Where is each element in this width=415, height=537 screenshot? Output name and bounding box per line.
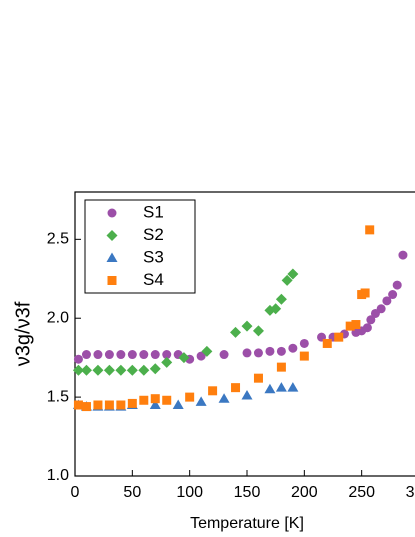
marker: [138, 364, 150, 376]
marker: [93, 350, 103, 360]
y-axis-label: ν3g/ν3f: [12, 301, 34, 366]
marker: [201, 345, 213, 357]
marker: [172, 399, 184, 409]
marker: [162, 395, 172, 405]
marker: [287, 268, 299, 280]
marker: [115, 364, 127, 376]
marker: [139, 350, 149, 360]
marker: [392, 280, 402, 290]
marker: [231, 383, 241, 393]
marker: [281, 274, 293, 286]
marker: [365, 225, 375, 235]
marker: [92, 364, 104, 376]
marker: [252, 325, 264, 337]
marker: [376, 304, 386, 314]
marker: [287, 382, 299, 392]
legend-box: [84, 199, 196, 294]
marker: [253, 348, 263, 358]
marker: [149, 399, 161, 409]
marker: [73, 400, 83, 410]
marker: [253, 373, 263, 383]
marker: [93, 400, 103, 410]
legend-label: S3: [143, 247, 164, 266]
x-tick-label: 150: [234, 484, 261, 501]
marker: [73, 354, 83, 364]
marker: [288, 343, 298, 353]
marker: [127, 350, 137, 360]
marker: [149, 363, 161, 375]
marker: [362, 323, 372, 333]
marker: [299, 338, 309, 348]
legend-marker: [107, 276, 117, 285]
marker: [382, 296, 392, 306]
marker: [299, 351, 309, 361]
marker: [103, 364, 115, 376]
marker: [322, 338, 332, 348]
marker: [276, 362, 286, 372]
marker: [150, 350, 160, 360]
x-axis-label: Temperature [K]: [190, 515, 304, 532]
marker: [161, 356, 173, 368]
marker: [195, 396, 207, 406]
marker: [241, 320, 253, 332]
marker: [80, 364, 92, 376]
legend-marker: [107, 208, 117, 218]
marker: [72, 364, 84, 376]
x-tick-label: 100: [176, 484, 203, 501]
x-tick-label: 300: [406, 484, 415, 501]
legend-label: S4: [143, 270, 164, 289]
marker: [270, 303, 282, 315]
marker: [127, 398, 137, 408]
x-tick-label: 250: [348, 484, 375, 501]
marker: [218, 393, 230, 403]
marker: [104, 350, 114, 360]
y-tick-label: 2.5: [47, 231, 69, 248]
marker: [241, 390, 253, 400]
marker: [265, 346, 275, 356]
marker: [276, 346, 286, 356]
marker: [150, 394, 160, 404]
marker: [275, 382, 287, 392]
marker: [275, 293, 287, 305]
marker: [139, 395, 149, 405]
marker: [366, 315, 376, 325]
marker: [345, 321, 355, 331]
marker: [116, 400, 126, 410]
marker: [81, 402, 91, 412]
marker: [230, 326, 242, 338]
marker: [219, 350, 229, 360]
legend-marker: [106, 252, 118, 262]
y-tick-label: 2.0: [47, 309, 69, 326]
legend-label: S2: [143, 225, 164, 244]
y-tick-label: 1.0: [47, 467, 69, 484]
x-tick-label: 50: [123, 484, 141, 501]
x-tick-label: 200: [291, 484, 318, 501]
marker: [185, 392, 195, 402]
marker: [351, 320, 361, 330]
marker: [126, 364, 138, 376]
marker: [388, 290, 398, 300]
marker: [196, 351, 206, 361]
marker: [162, 350, 172, 360]
legend-marker: [106, 230, 118, 241]
marker: [208, 386, 218, 396]
marker: [104, 400, 114, 410]
marker: [81, 350, 91, 360]
marker: [116, 350, 126, 360]
marker: [398, 250, 408, 260]
marker: [242, 348, 252, 358]
x-tick-label: 0: [71, 484, 80, 501]
legend-label: S1: [143, 202, 164, 221]
marker: [334, 332, 344, 342]
marker: [178, 352, 190, 364]
marker: [264, 383, 276, 394]
y-tick-label: 1.5: [47, 388, 69, 405]
marker: [360, 288, 370, 298]
